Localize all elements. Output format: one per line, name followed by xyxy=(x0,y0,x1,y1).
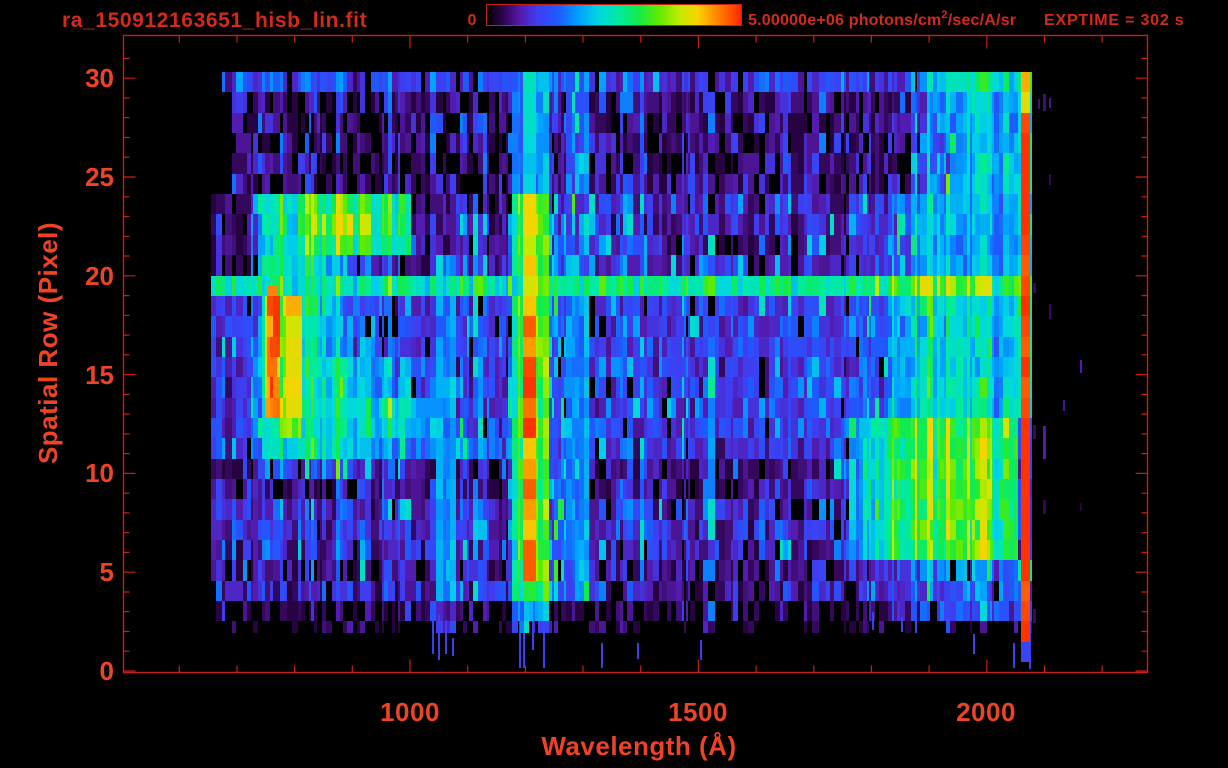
svg-text:0: 0 xyxy=(468,12,477,29)
svg-text:20: 20 xyxy=(85,261,114,291)
svg-text:15: 15 xyxy=(85,360,114,390)
svg-text:5: 5 xyxy=(100,557,114,587)
svg-text:5.00000e+06 photons/cm2/sec/A/: 5.00000e+06 photons/cm2/sec/A/sr xyxy=(748,9,1016,29)
svg-text:Spatial Row (Pixel): Spatial Row (Pixel) xyxy=(33,222,63,464)
svg-text:10: 10 xyxy=(85,458,114,488)
svg-text:2000: 2000 xyxy=(956,697,1016,727)
svg-text:1500: 1500 xyxy=(668,697,728,727)
svg-text:EXPTIME = 302 s: EXPTIME = 302 s xyxy=(1044,12,1185,29)
svg-text:ra_150912163651_hisb_lin.fit: ra_150912163651_hisb_lin.fit xyxy=(62,9,367,32)
svg-text:Wavelength (Å): Wavelength (Å) xyxy=(541,731,736,761)
svg-text:0: 0 xyxy=(100,656,114,686)
svg-text:1000: 1000 xyxy=(380,697,440,727)
svg-text:30: 30 xyxy=(85,63,114,93)
svg-text:25: 25 xyxy=(85,162,114,192)
